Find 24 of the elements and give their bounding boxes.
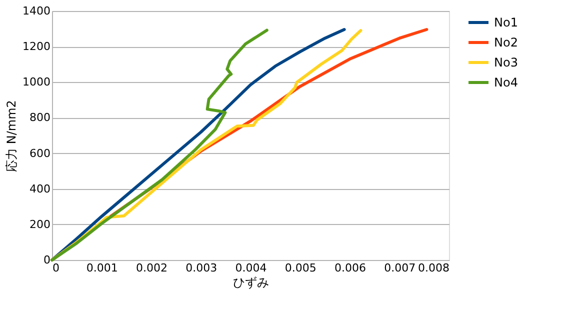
x-tick-label: 0.004 [235,262,267,274]
legend-label: No3 [494,56,518,70]
x-tick-label: 0.008 [418,262,450,274]
x-axis-title: ひずみ [233,276,269,290]
y-tick-label: 600 [30,146,50,160]
legend-label: No4 [494,76,518,90]
line-series [50,28,268,262]
x-tick-label: 0.007 [384,262,416,274]
legend-label: No1 [494,16,518,30]
y-tick-label: 1000 [22,76,50,89]
x-tick-label: 0.006 [334,262,366,274]
x-tick-label: 0.005 [284,262,316,274]
x-tick-label: 0.001 [86,262,118,274]
y-axis-title: 応力 N/mm2 [4,100,19,172]
y-tick-label: 1400 [22,4,50,18]
x-tick-label: 0.003 [186,262,218,274]
y-tick-label: 400 [30,182,50,196]
y-tick-label: 0 [44,254,50,266]
legend-label: No2 [494,36,518,50]
y-tick-label: 1200 [22,40,50,54]
y-tick-label: 800 [30,111,50,124]
x-tick-label: 0.002 [136,262,168,274]
x-tick-label: 0 [52,262,60,274]
y-tick-label: 200 [30,218,50,231]
